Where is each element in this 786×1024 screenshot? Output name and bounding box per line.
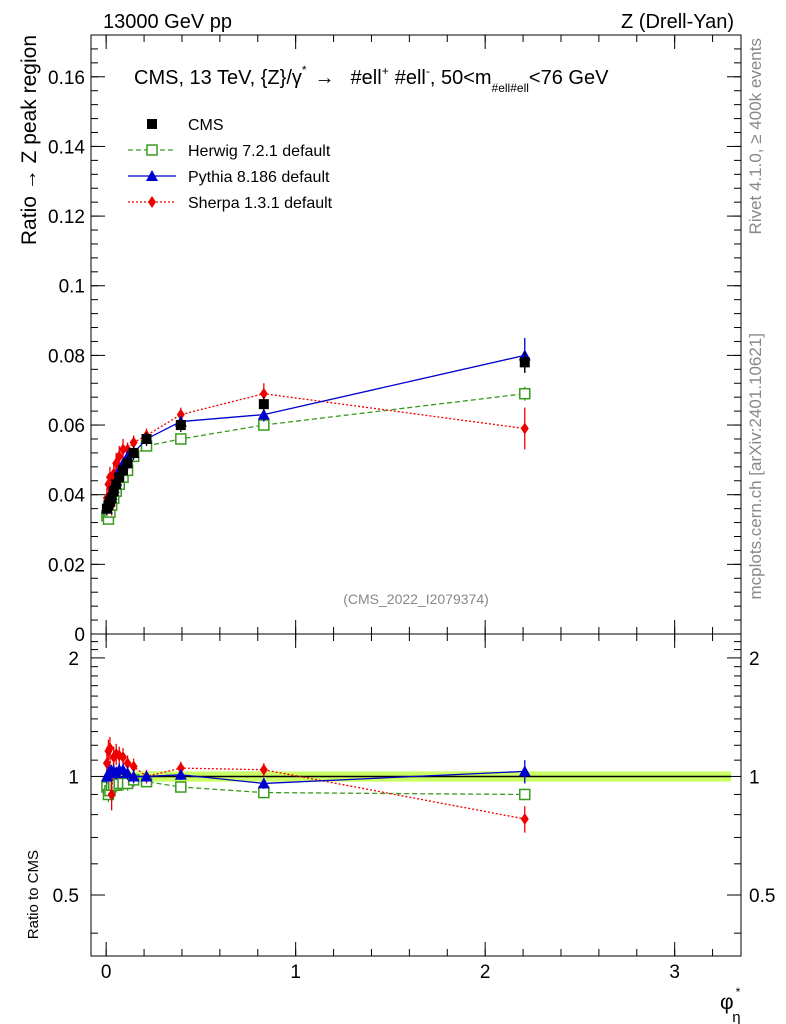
main-y-tick-label: 0.04	[48, 486, 85, 507]
plot-title-star: *	[302, 63, 307, 77]
plot-title-plus: +	[382, 64, 389, 78]
x-tick-label: 0	[101, 962, 112, 983]
main-y-tick-label: 0	[74, 625, 85, 646]
main-y-tick-label: 0.16	[48, 68, 85, 89]
plot-title-end: <76 GeV	[529, 67, 609, 89]
herwig-point	[175, 433, 187, 445]
pythia-line	[106, 354, 525, 509]
main-plot-marks	[100, 337, 531, 525]
plot-title-sub: #ell#ell	[492, 81, 529, 95]
herwig-point	[175, 781, 187, 793]
sherpa-point	[105, 742, 114, 755]
sherpa-point	[520, 422, 529, 435]
sherpa-point	[115, 450, 124, 463]
pythia-point	[518, 765, 531, 777]
herwig-line	[106, 779, 525, 797]
ratio-y-tick-label: 0.5	[53, 886, 79, 907]
mcplots-label: mcplots.cern.ch [arXiv:2401.10621]	[746, 333, 765, 599]
cms-data-point	[106, 493, 117, 504]
cms-legend-label: CMS	[188, 117, 224, 134]
sherpa-line	[106, 745, 525, 820]
plot-title-main: CMS, 13 TeV, {Z}/γ	[134, 67, 302, 89]
main-y-tick-label: 0.02	[48, 555, 85, 576]
cms-data-point	[122, 458, 133, 469]
pythia-point	[257, 777, 270, 789]
ratio-panel-frame	[90, 633, 742, 957]
main-y-tick-label: 0.08	[48, 346, 85, 367]
ratio-y-axis-title: Ratio to CMS	[25, 850, 42, 939]
sherpa-point	[119, 443, 128, 456]
x-axis-title: φ * η	[720, 985, 741, 1024]
cms-data-point	[175, 420, 186, 431]
x-tick-label: 3	[669, 962, 680, 983]
sherpa-point	[129, 436, 138, 449]
pythia-point	[146, 170, 158, 181]
plot-title-ell1: #ell	[351, 67, 382, 89]
sherpa-point	[119, 751, 128, 764]
plot-title-ell2: #ell	[395, 67, 426, 89]
sherpa-point	[259, 763, 268, 776]
cms-data-point	[114, 472, 125, 483]
sherpa-point	[129, 760, 138, 773]
ratio-plot-marks	[100, 736, 531, 833]
herwig-point	[146, 144, 158, 156]
pythia-point	[127, 770, 140, 782]
ratio-y-tick-label: 1	[68, 767, 79, 788]
sherpa-point	[148, 196, 156, 208]
herwig-point	[519, 387, 531, 400]
x-axis-title-sup: *	[736, 985, 741, 999]
sherpa-point	[176, 408, 185, 421]
pythia-point	[174, 768, 187, 780]
header-right: Z (Drell-Yan)	[621, 11, 734, 33]
x-axis-title-sub: η	[732, 1009, 740, 1024]
sherpa-point	[520, 812, 529, 825]
ratio-y-axis: 0.5 0.5 1 1 2 2	[53, 641, 775, 934]
plot-title-arrow: →	[315, 67, 335, 89]
plot-title-minus: -	[426, 64, 430, 78]
rivet-label: Rivet 4.1.0, ≥ 400k events	[746, 38, 765, 234]
herwig-point	[258, 786, 270, 799]
pythia-point	[140, 770, 153, 782]
x-axis-title-base: φ	[720, 991, 734, 1014]
cms-data-point	[128, 447, 139, 458]
main-y-tick-label: 0.14	[48, 137, 85, 158]
herwig-line	[106, 393, 525, 522]
sherpa-point	[123, 757, 132, 770]
sherpa-legend-label: Sherpa 1.3.1 default	[188, 195, 333, 212]
main-y-axis-title: Ratio → Z peak region	[18, 35, 41, 245]
main-y-axis: 0 0.02 0.04 0.06 0.08 0.1 0.12 0.14 0.16	[48, 34, 741, 646]
analysis-watermark: (CMS_2022_I2079374)	[343, 591, 489, 607]
ratio-y-tick-label: 2	[68, 649, 79, 670]
cms-data-point	[258, 399, 269, 410]
pythia-point	[121, 767, 134, 779]
pythia-point	[257, 408, 270, 420]
herwig-legend-label: Herwig 7.2.1 default	[188, 143, 331, 160]
x-axis: 0 1 2 3	[101, 35, 714, 983]
cms-data-point	[141, 433, 152, 444]
legend: CMS Herwig 7.2.1 default Pythia 8.186 defa…	[128, 117, 333, 212]
ratio-y-tick-label-right: 0.5	[749, 886, 775, 907]
ratio-y-tick-label-right: 1	[749, 767, 760, 788]
cms-data-point	[519, 357, 530, 368]
main-y-tick-label: 0.12	[48, 207, 85, 228]
sherpa-line	[106, 393, 525, 506]
ratio-y-tick-label-right: 2	[749, 649, 760, 670]
x-tick-label: 1	[290, 962, 301, 983]
header-left: 13000 GeV pp	[103, 11, 232, 33]
sherpa-point	[259, 387, 268, 400]
cms-data-point	[111, 479, 122, 490]
main-y-tick-label: 0.06	[48, 416, 85, 437]
cms-data-point	[108, 486, 119, 497]
plot-title-mid: , 50<m	[430, 67, 492, 89]
herwig-point	[519, 788, 531, 801]
main-y-tick-label: 0.1	[59, 277, 85, 298]
x-tick-label: 2	[480, 962, 491, 983]
cms-data-point	[118, 465, 129, 476]
cms-data-point	[147, 119, 157, 129]
pythia-legend-label: Pythia 8.186 default	[188, 169, 330, 186]
sherpa-point	[107, 788, 116, 801]
plot-title: CMS, 13 TeV, {Z}/γ* → #ell+ #ell-, 50<m#ell…	[134, 63, 609, 95]
sherpa-point	[176, 762, 185, 775]
